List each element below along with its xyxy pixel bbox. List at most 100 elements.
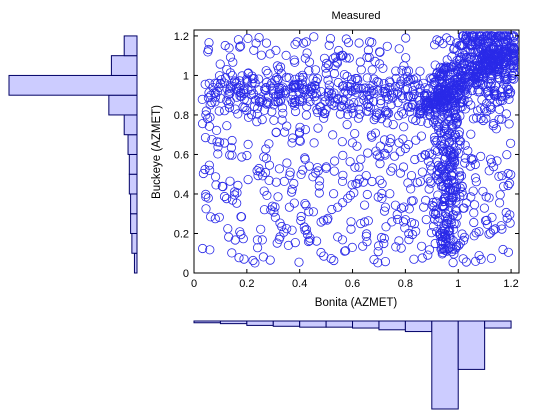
scatter-point bbox=[362, 52, 372, 63]
scatter-point bbox=[214, 106, 224, 116]
scatter-point bbox=[342, 120, 352, 130]
scatter-point bbox=[398, 162, 409, 172]
scatter-point bbox=[316, 247, 326, 258]
scatter-point bbox=[465, 161, 475, 171]
scatter-point bbox=[285, 170, 295, 180]
scatter-point bbox=[377, 188, 387, 199]
x-tick-label: 1 bbox=[455, 278, 461, 290]
scatter-point bbox=[350, 162, 360, 172]
scatter-point bbox=[314, 188, 324, 198]
scatter-point bbox=[482, 107, 492, 117]
scatter-point bbox=[495, 190, 505, 200]
scatter-point bbox=[404, 75, 414, 86]
x-hist-bar bbox=[404, 320, 433, 333]
scatter-point bbox=[485, 55, 495, 66]
scatter-point bbox=[373, 258, 383, 268]
scatter-point bbox=[444, 74, 454, 84]
scatter-point bbox=[448, 98, 458, 108]
scatter-point bbox=[294, 127, 305, 137]
scatter-point bbox=[222, 194, 232, 204]
scatter-point bbox=[341, 53, 351, 63]
scatter-point bbox=[346, 79, 356, 89]
scatter-point bbox=[451, 241, 462, 251]
scatter-point bbox=[444, 116, 454, 126]
scatter-point bbox=[502, 150, 512, 160]
scatter-point bbox=[469, 217, 479, 228]
scatter-point bbox=[305, 97, 315, 107]
scatter-point bbox=[397, 65, 407, 75]
scatter-point bbox=[399, 202, 409, 212]
scatter-point bbox=[219, 138, 229, 148]
scatter-point bbox=[404, 235, 414, 245]
y-axis-ticks: 0 0.2 0.4 0.6 0.8 1 1.2 bbox=[174, 31, 519, 280]
scatter-point bbox=[329, 88, 339, 98]
scatter-point bbox=[236, 91, 246, 102]
scatter-point bbox=[282, 121, 292, 131]
scatter-point bbox=[402, 102, 413, 112]
scatter-point bbox=[390, 200, 400, 210]
scatter-point bbox=[347, 138, 357, 148]
scatter-point bbox=[488, 121, 498, 131]
scatter-point bbox=[265, 81, 275, 91]
x-hist-bar bbox=[378, 320, 406, 331]
scatter-point bbox=[398, 109, 408, 119]
scatter-point bbox=[337, 81, 348, 92]
scatter-point bbox=[319, 251, 329, 261]
scatter-point bbox=[258, 171, 268, 181]
scatter-point bbox=[314, 181, 324, 191]
scatter-point bbox=[468, 114, 478, 124]
scatter-point bbox=[282, 158, 292, 168]
scatter-point bbox=[467, 61, 477, 71]
scatter-point bbox=[404, 204, 414, 214]
scatter-point bbox=[225, 176, 235, 186]
scatter-point bbox=[448, 132, 458, 142]
scatter-point bbox=[509, 60, 519, 71]
scatter-point bbox=[236, 212, 246, 222]
scatter-point bbox=[425, 161, 436, 171]
scatter-point bbox=[288, 82, 299, 92]
scatter-point bbox=[216, 78, 226, 89]
scatter-point bbox=[351, 179, 361, 189]
scatter-point bbox=[346, 217, 356, 227]
scatter-point bbox=[264, 139, 274, 149]
scatter-point bbox=[314, 176, 325, 186]
scatter-point bbox=[376, 232, 387, 243]
scatter-point bbox=[432, 67, 442, 77]
scatter-point bbox=[466, 192, 476, 202]
scatter-point bbox=[417, 167, 427, 177]
scatter-point bbox=[447, 80, 457, 91]
scatter-point bbox=[263, 92, 274, 102]
scatter-point bbox=[212, 125, 222, 135]
scatter-point bbox=[297, 79, 308, 90]
scatter-point bbox=[434, 213, 445, 223]
scatter-point bbox=[265, 255, 275, 265]
scatter-point bbox=[359, 200, 370, 210]
scatter-point bbox=[205, 165, 215, 175]
scatter-point bbox=[407, 229, 418, 240]
scatter-point bbox=[396, 107, 407, 117]
scatter-point bbox=[200, 79, 210, 89]
scatter-point bbox=[204, 160, 214, 170]
scatter-point bbox=[352, 178, 362, 188]
scatter-point bbox=[408, 196, 418, 206]
scatter-point bbox=[363, 101, 374, 112]
scatter-point bbox=[227, 71, 237, 81]
scatter-point bbox=[328, 189, 339, 199]
scatter-point bbox=[416, 152, 426, 162]
scatter-point bbox=[439, 201, 449, 211]
scatter-point bbox=[379, 135, 390, 145]
scatter-point bbox=[495, 95, 505, 106]
scatter-point bbox=[503, 247, 513, 257]
scatter-point bbox=[429, 132, 440, 142]
scatter-point bbox=[469, 231, 479, 241]
scatter-point bbox=[242, 74, 252, 84]
scatter-point bbox=[302, 48, 312, 58]
scatter-point bbox=[498, 181, 509, 191]
scatter-point bbox=[328, 53, 339, 63]
scatter-point bbox=[271, 127, 281, 137]
scatter-point bbox=[392, 209, 402, 220]
scatter-point bbox=[411, 73, 421, 83]
y-hist-bar bbox=[133, 252, 138, 274]
scatter-point bbox=[408, 74, 419, 85]
scatter-point bbox=[455, 69, 465, 79]
